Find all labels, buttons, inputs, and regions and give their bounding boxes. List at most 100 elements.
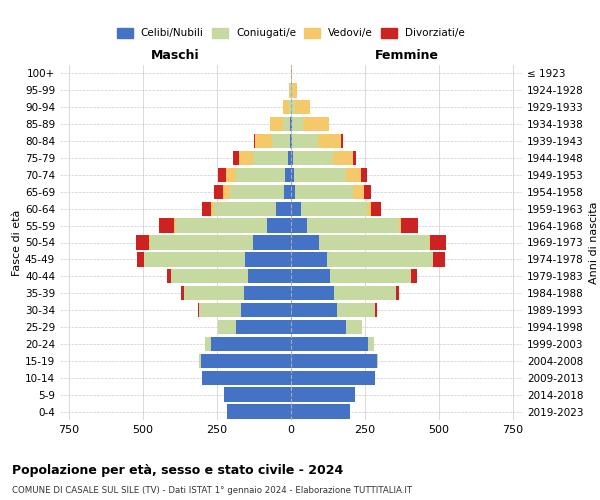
Bar <box>291 83 292 98</box>
Bar <box>292 134 317 148</box>
Bar <box>353 151 356 165</box>
Bar <box>288 151 291 165</box>
Bar <box>295 100 310 114</box>
Bar <box>199 354 200 368</box>
Bar <box>353 184 364 199</box>
Legend: Celibi/Nubili, Coniugati/e, Vedovi/e, Divorziati/e: Celibi/Nubili, Coniugati/e, Vedovi/e, Di… <box>113 24 469 42</box>
Bar <box>294 168 346 182</box>
Bar <box>218 320 236 334</box>
Bar <box>226 168 236 182</box>
Bar <box>361 168 367 182</box>
Bar <box>200 354 291 368</box>
Bar <box>202 370 291 385</box>
Bar <box>307 218 399 233</box>
Bar <box>433 252 445 266</box>
Bar <box>429 236 430 250</box>
Bar <box>334 151 353 165</box>
Bar <box>289 83 290 98</box>
Bar <box>218 168 226 182</box>
Bar <box>291 303 337 318</box>
Bar <box>401 218 418 233</box>
Bar <box>367 202 371 216</box>
Bar <box>341 134 343 148</box>
Bar <box>326 252 433 266</box>
Bar <box>291 184 295 199</box>
Y-axis label: Anni di nascita: Anni di nascita <box>589 201 599 284</box>
Bar <box>319 236 429 250</box>
Bar <box>244 286 291 300</box>
Bar <box>159 218 174 233</box>
Text: Femmine: Femmine <box>374 48 439 62</box>
Bar <box>430 236 446 250</box>
Bar <box>211 202 214 216</box>
Bar <box>137 252 145 266</box>
Bar <box>236 320 291 334</box>
Bar <box>214 202 276 216</box>
Bar <box>283 100 289 114</box>
Bar <box>295 184 353 199</box>
Bar <box>376 303 377 318</box>
Bar <box>181 286 184 300</box>
Bar <box>293 151 334 165</box>
Bar <box>268 218 291 233</box>
Bar <box>214 184 223 199</box>
Bar <box>149 236 151 250</box>
Bar <box>291 168 294 182</box>
Bar <box>233 151 239 165</box>
Bar <box>291 252 326 266</box>
Bar <box>253 236 291 250</box>
Bar <box>291 404 350 418</box>
Bar <box>368 336 374 351</box>
Bar <box>184 286 244 300</box>
Bar <box>337 303 376 318</box>
Bar <box>248 269 291 283</box>
Bar <box>364 184 371 199</box>
Bar <box>284 184 291 199</box>
Bar <box>239 151 253 165</box>
Y-axis label: Fasce di età: Fasce di età <box>12 210 22 276</box>
Bar <box>399 218 401 233</box>
Bar <box>176 218 268 233</box>
Bar <box>145 252 245 266</box>
Bar <box>254 134 256 148</box>
Bar <box>290 134 291 148</box>
Bar <box>291 286 334 300</box>
Bar <box>230 184 284 199</box>
Bar <box>301 202 367 216</box>
Bar <box>205 336 211 351</box>
Bar <box>167 269 171 283</box>
Bar <box>291 320 346 334</box>
Bar <box>256 134 272 148</box>
Bar <box>276 202 291 216</box>
Bar <box>292 117 304 132</box>
Bar <box>253 151 288 165</box>
Bar <box>136 236 149 250</box>
Bar <box>202 202 211 216</box>
Bar <box>377 354 379 368</box>
Bar <box>291 100 295 114</box>
Bar <box>292 83 297 98</box>
Bar <box>317 134 341 148</box>
Bar <box>291 236 319 250</box>
Bar <box>329 269 411 283</box>
Bar <box>211 336 291 351</box>
Bar <box>198 303 199 318</box>
Bar <box>304 117 329 132</box>
Text: Maschi: Maschi <box>151 48 200 62</box>
Bar <box>371 202 382 216</box>
Bar <box>291 151 293 165</box>
Bar <box>291 218 307 233</box>
Bar <box>199 303 241 318</box>
Bar <box>283 117 290 132</box>
Bar <box>245 252 291 266</box>
Bar <box>285 168 291 182</box>
Bar <box>291 202 301 216</box>
Bar <box>223 184 230 199</box>
Bar <box>411 269 417 283</box>
Text: COMUNE DI CASALE SUL SILE (TV) - Dati ISTAT 1° gennaio 2024 - Elaborazione TUTTI: COMUNE DI CASALE SUL SILE (TV) - Dati IS… <box>12 486 412 495</box>
Bar <box>171 269 248 283</box>
Bar <box>227 404 291 418</box>
Bar <box>269 117 283 132</box>
Bar <box>291 269 329 283</box>
Text: Popolazione per età, sesso e stato civile - 2024: Popolazione per età, sesso e stato civil… <box>12 464 343 477</box>
